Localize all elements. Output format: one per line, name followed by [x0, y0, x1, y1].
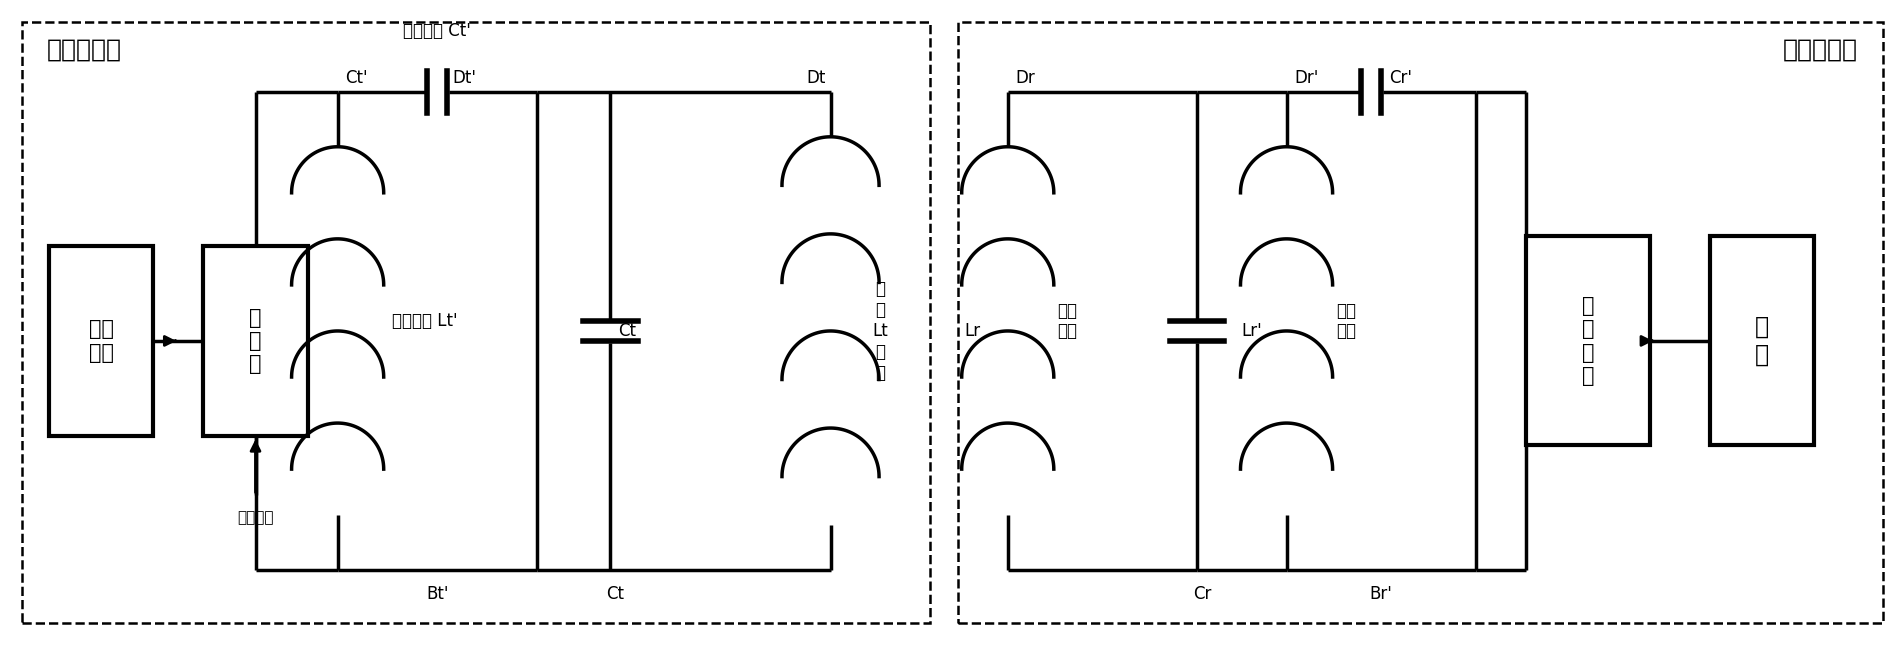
Text: Cr': Cr': [1388, 69, 1411, 87]
Text: Lr': Lr': [1242, 322, 1263, 340]
Text: Dr': Dr': [1295, 69, 1318, 87]
FancyBboxPatch shape: [959, 23, 1883, 623]
Bar: [1710, 236, 1815, 446]
Text: 直流
电源: 直流 电源: [89, 319, 114, 362]
Text: Ct: Ct: [607, 585, 624, 603]
Text: 逆
变
器: 逆 变 器: [249, 307, 262, 374]
Text: 高
频
整
流: 高 频 整 流: [1581, 296, 1594, 386]
Text: 能量发射端: 能量发射端: [48, 37, 122, 61]
Text: 接收
线圈: 接收 线圈: [1058, 302, 1078, 340]
Text: 负载
线圈: 负载 线圈: [1337, 302, 1356, 340]
Text: Cr: Cr: [1193, 585, 1212, 603]
Text: Ct: Ct: [618, 322, 635, 340]
Bar: [204, 246, 308, 435]
Text: Dt: Dt: [806, 69, 825, 87]
Bar: [49, 246, 154, 435]
Text: 负
载: 负 载: [1756, 315, 1769, 367]
Bar: [1525, 236, 1649, 446]
Text: Bt': Bt': [426, 585, 449, 603]
FancyBboxPatch shape: [23, 23, 930, 623]
Text: 控制信号: 控制信号: [238, 510, 274, 525]
Text: Dt': Dt': [453, 69, 476, 87]
Text: 能量接收端: 能量接收端: [1782, 37, 1858, 61]
Text: 谐振电容 Ct': 谐振电容 Ct': [403, 22, 472, 40]
Text: Ct': Ct': [346, 69, 369, 87]
Text: 发
射
Lt
线
圈: 发 射 Lt 线 圈: [873, 280, 888, 382]
Text: Lr: Lr: [964, 322, 981, 340]
Text: Dr: Dr: [1016, 69, 1035, 87]
Text: 激励线圈 Lt': 激励线圈 Lt': [392, 312, 458, 330]
Text: Br': Br': [1369, 585, 1392, 603]
